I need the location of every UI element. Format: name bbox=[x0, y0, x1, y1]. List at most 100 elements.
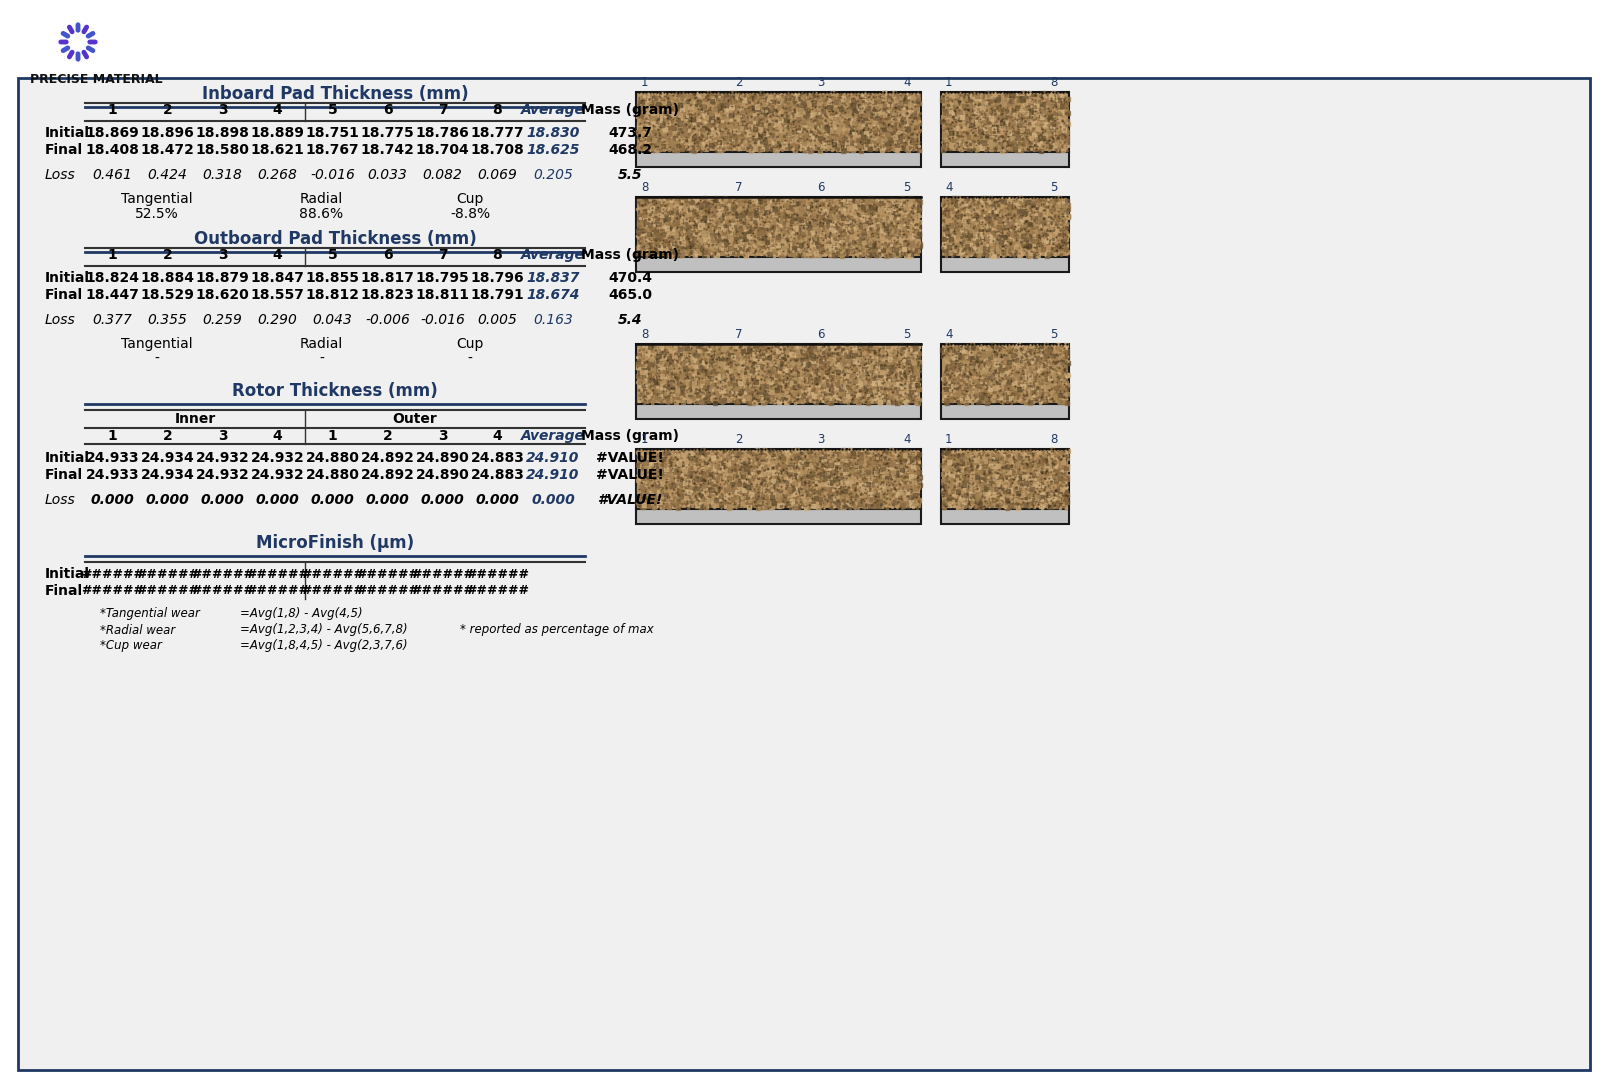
Text: 24.933: 24.933 bbox=[85, 451, 140, 465]
Text: 470.4: 470.4 bbox=[607, 271, 651, 285]
Text: 5: 5 bbox=[328, 103, 337, 117]
Text: Inboard Pad Thickness (mm): Inboard Pad Thickness (mm) bbox=[201, 85, 468, 103]
Text: Average: Average bbox=[521, 429, 585, 443]
Text: 18.472: 18.472 bbox=[140, 143, 194, 157]
Text: Initial: Initial bbox=[45, 567, 90, 581]
Text: 18.580: 18.580 bbox=[196, 143, 249, 157]
Text: 0.290: 0.290 bbox=[257, 313, 297, 327]
Text: -: - bbox=[468, 352, 472, 366]
Text: 0.377: 0.377 bbox=[93, 313, 132, 327]
Text: Final: Final bbox=[45, 468, 84, 482]
Text: 18.557: 18.557 bbox=[251, 288, 304, 302]
Text: 3: 3 bbox=[217, 103, 227, 117]
Text: ######: ###### bbox=[355, 568, 419, 581]
Text: ######: ###### bbox=[411, 584, 474, 597]
Text: ######: ###### bbox=[191, 568, 254, 581]
Text: Tangential: Tangential bbox=[121, 337, 193, 351]
Text: 0.461: 0.461 bbox=[93, 168, 132, 182]
Text: 18.704: 18.704 bbox=[415, 143, 469, 157]
Bar bbox=[636, 257, 921, 272]
Text: 5.4: 5.4 bbox=[617, 313, 641, 327]
Text: 2: 2 bbox=[734, 433, 742, 446]
Text: 0.000: 0.000 bbox=[421, 493, 464, 507]
Text: 0.000: 0.000 bbox=[146, 493, 190, 507]
Text: ######: ###### bbox=[80, 568, 145, 581]
Text: 18.896: 18.896 bbox=[140, 126, 194, 140]
Text: 24.910: 24.910 bbox=[525, 451, 580, 465]
Bar bbox=[940, 92, 1069, 152]
Text: 24.883: 24.883 bbox=[471, 451, 524, 465]
Text: -8.8%: -8.8% bbox=[450, 207, 490, 221]
Text: Mass (gram): Mass (gram) bbox=[580, 103, 678, 117]
Text: Final: Final bbox=[45, 288, 84, 302]
Text: 4: 4 bbox=[273, 248, 283, 262]
Text: #VALUE!: #VALUE! bbox=[596, 493, 662, 507]
Text: 24.932: 24.932 bbox=[196, 468, 249, 482]
Text: 473.7: 473.7 bbox=[607, 126, 651, 140]
Text: ######: ###### bbox=[246, 584, 309, 597]
Text: Radial: Radial bbox=[299, 192, 342, 206]
Text: 7: 7 bbox=[734, 181, 742, 194]
Text: 18.775: 18.775 bbox=[360, 126, 415, 140]
Bar bbox=[636, 92, 921, 152]
Text: 0.424: 0.424 bbox=[148, 168, 188, 182]
Bar bbox=[636, 344, 921, 404]
Text: 18.625: 18.625 bbox=[525, 143, 580, 157]
Text: Rotor Thickness (mm): Rotor Thickness (mm) bbox=[231, 382, 437, 400]
Text: 18.889: 18.889 bbox=[251, 126, 304, 140]
Text: 18.751: 18.751 bbox=[305, 126, 360, 140]
Text: 5.5: 5.5 bbox=[617, 168, 641, 182]
Text: Loss: Loss bbox=[45, 168, 76, 182]
Text: #VALUE!: #VALUE! bbox=[596, 468, 664, 482]
Text: 0.000: 0.000 bbox=[530, 493, 575, 507]
Bar bbox=[636, 197, 921, 257]
Text: 3: 3 bbox=[217, 429, 227, 443]
Text: 18.847: 18.847 bbox=[251, 271, 304, 285]
Text: 5: 5 bbox=[903, 328, 910, 341]
Text: 3: 3 bbox=[217, 248, 227, 262]
Text: =Avg(1,8,4,5) - Avg(2,3,7,6): =Avg(1,8,4,5) - Avg(2,3,7,6) bbox=[239, 640, 407, 653]
Bar bbox=[940, 509, 1069, 524]
Text: 18.408: 18.408 bbox=[85, 143, 140, 157]
Text: ######: ###### bbox=[246, 568, 309, 581]
Text: 5: 5 bbox=[903, 181, 910, 194]
Text: 24.892: 24.892 bbox=[360, 468, 415, 482]
Text: 18.529: 18.529 bbox=[140, 288, 194, 302]
Text: 24.932: 24.932 bbox=[196, 451, 249, 465]
Text: -: - bbox=[318, 352, 323, 366]
Text: 0.005: 0.005 bbox=[477, 313, 517, 327]
Text: 1: 1 bbox=[641, 433, 648, 446]
Text: 1: 1 bbox=[108, 248, 117, 262]
Text: 7: 7 bbox=[437, 248, 447, 262]
Text: 0.000: 0.000 bbox=[310, 493, 354, 507]
Text: 7: 7 bbox=[734, 328, 742, 341]
Text: 24.932: 24.932 bbox=[251, 451, 304, 465]
Text: Initial: Initial bbox=[45, 126, 90, 140]
Text: 0.043: 0.043 bbox=[312, 313, 352, 327]
Bar bbox=[940, 344, 1069, 404]
Text: ######: ###### bbox=[80, 584, 145, 597]
Text: 5: 5 bbox=[1049, 328, 1057, 341]
Text: 8: 8 bbox=[492, 248, 501, 262]
Text: 24.890: 24.890 bbox=[415, 451, 469, 465]
Text: 2: 2 bbox=[162, 248, 172, 262]
Text: 4: 4 bbox=[945, 181, 951, 194]
Text: =Avg(1,8) - Avg(4,5): =Avg(1,8) - Avg(4,5) bbox=[239, 607, 363, 620]
Text: Initial: Initial bbox=[45, 271, 90, 285]
Text: 0.000: 0.000 bbox=[365, 493, 410, 507]
Text: 2: 2 bbox=[382, 429, 392, 443]
Text: 0.000: 0.000 bbox=[256, 493, 299, 507]
Text: 8: 8 bbox=[1049, 76, 1057, 89]
Text: 6: 6 bbox=[382, 103, 392, 117]
Text: Outboard Pad Thickness (mm): Outboard Pad Thickness (mm) bbox=[193, 230, 476, 248]
Text: 18.708: 18.708 bbox=[471, 143, 524, 157]
Text: 0.000: 0.000 bbox=[90, 493, 135, 507]
Text: 18.879: 18.879 bbox=[196, 271, 249, 285]
Text: 6: 6 bbox=[382, 248, 392, 262]
Text: Outer: Outer bbox=[392, 412, 437, 426]
Bar bbox=[636, 509, 921, 524]
Text: 0.318: 0.318 bbox=[202, 168, 243, 182]
Text: 2: 2 bbox=[162, 103, 172, 117]
Text: 0.355: 0.355 bbox=[148, 313, 188, 327]
Text: 465.0: 465.0 bbox=[607, 288, 651, 302]
